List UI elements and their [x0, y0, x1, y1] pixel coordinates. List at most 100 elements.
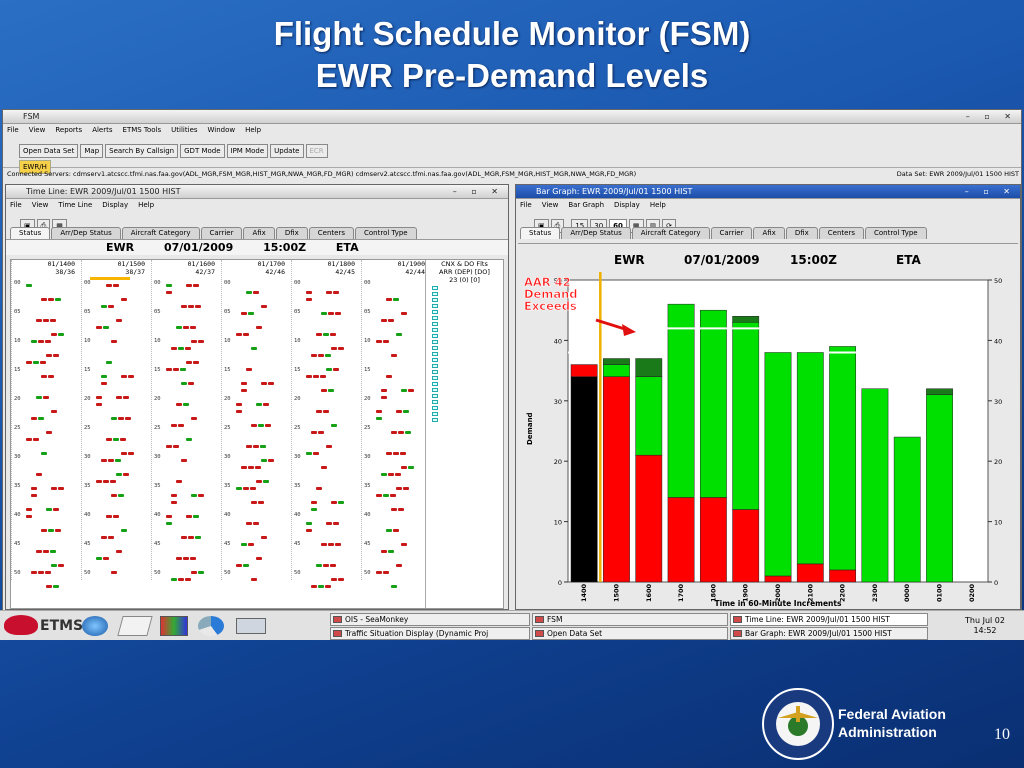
flight-marker[interactable]	[191, 571, 197, 574]
flight-marker[interactable]	[188, 382, 194, 385]
timeline-column[interactable]: 01/1400 38/36 00 05 10 15 20 25 30 35 40 45 50	[11, 260, 79, 588]
flight-marker[interactable]	[53, 354, 59, 357]
flight-marker[interactable]	[335, 312, 341, 315]
cnx-flight-marker[interactable]	[432, 412, 438, 416]
flight-marker[interactable]	[376, 571, 382, 574]
timeline-menu-file[interactable]: File	[10, 201, 22, 209]
flight-marker[interactable]	[236, 410, 242, 413]
bar-chart[interactable]: EWR 07/01/2009 15:00Z ETA 0 0 10 10 20 20 30 30 40 40…	[518, 244, 1018, 608]
flight-marker[interactable]	[101, 305, 107, 308]
flight-marker[interactable]	[108, 459, 114, 462]
flight-marker[interactable]	[31, 487, 37, 490]
flight-marker[interactable]	[118, 417, 124, 420]
flight-marker[interactable]	[120, 438, 126, 441]
flight-marker[interactable]	[323, 564, 329, 567]
flight-marker[interactable]	[388, 550, 394, 553]
flight-marker[interactable]	[111, 340, 117, 343]
flight-marker[interactable]	[256, 480, 262, 483]
flight-marker[interactable]	[123, 473, 129, 476]
flight-marker[interactable]	[46, 508, 52, 511]
flight-marker[interactable]	[121, 529, 127, 532]
timeline-menu-help[interactable]: Help	[138, 201, 155, 209]
flight-marker[interactable]	[260, 445, 266, 448]
taskbar-item[interactable]: OIS - SeaMonkey	[330, 613, 530, 626]
flight-marker[interactable]	[96, 396, 102, 399]
fsm-menu-alerts[interactable]: Alerts	[92, 126, 113, 134]
flight-marker[interactable]	[108, 305, 114, 308]
flight-marker[interactable]	[401, 389, 407, 392]
flight-marker[interactable]	[33, 438, 39, 441]
flight-marker[interactable]	[45, 571, 51, 574]
flight-marker[interactable]	[26, 438, 32, 441]
cnx-flight-marker[interactable]	[432, 316, 438, 320]
chart-app-icon[interactable]	[160, 616, 188, 636]
timeline-column[interactable]: 01/1500 38/37 00 05 10 15 20 25 30 35 40 45 50	[81, 260, 149, 580]
flight-marker[interactable]	[116, 319, 122, 322]
flight-marker[interactable]	[186, 438, 192, 441]
flight-marker[interactable]	[111, 417, 117, 420]
flight-marker[interactable]	[116, 550, 122, 553]
flight-marker[interactable]	[248, 466, 254, 469]
flight-marker[interactable]	[393, 529, 399, 532]
flight-marker[interactable]	[338, 347, 344, 350]
gdt-mode-button[interactable]: GDT Mode	[180, 144, 225, 158]
cnx-flight-marker[interactable]	[432, 376, 438, 380]
flight-marker[interactable]	[323, 410, 329, 413]
flight-marker[interactable]	[38, 571, 44, 574]
flight-marker[interactable]	[253, 445, 259, 448]
flight-marker[interactable]	[173, 445, 179, 448]
flight-marker[interactable]	[166, 522, 172, 525]
fsm-menu-view[interactable]: View	[28, 126, 46, 134]
flight-marker[interactable]	[261, 536, 267, 539]
window-controls[interactable]: – ▫ ✕	[965, 112, 1017, 121]
flight-marker[interactable]	[58, 564, 64, 567]
flight-marker[interactable]	[241, 312, 247, 315]
flight-marker[interactable]	[106, 438, 112, 441]
taskbar-item[interactable]: Traffic Situation Display (Dynamic Proj	[330, 627, 530, 640]
timeline-tab-arr-dep-status[interactable]: Arr/Dep Status	[51, 227, 121, 239]
timeline-tab-afix[interactable]: Afix	[243, 227, 275, 239]
flight-marker[interactable]	[330, 333, 336, 336]
flight-marker[interactable]	[326, 368, 332, 371]
flight-marker[interactable]	[31, 494, 37, 497]
flight-marker[interactable]	[333, 522, 339, 525]
flight-marker[interactable]	[198, 571, 204, 574]
flight-marker[interactable]	[180, 368, 186, 371]
flight-marker[interactable]	[376, 417, 382, 420]
bargraph-menu-file[interactable]: File	[520, 201, 532, 209]
cnx-flight-marker[interactable]	[432, 334, 438, 338]
timeline-column[interactable]: 01/1700 42/46 00 05 10 15 20 25 30 35 40 45 50	[221, 260, 289, 581]
flight-marker[interactable]	[388, 319, 394, 322]
flight-marker[interactable]	[393, 452, 399, 455]
flight-marker[interactable]	[40, 361, 46, 364]
flight-marker[interactable]	[38, 340, 44, 343]
flight-marker[interactable]	[251, 424, 257, 427]
flight-marker[interactable]	[195, 536, 201, 539]
flight-marker[interactable]	[38, 417, 44, 420]
bargraph-menu-help[interactable]: Help	[649, 201, 666, 209]
flight-marker[interactable]	[256, 326, 262, 329]
flight-marker[interactable]	[48, 298, 54, 301]
flight-marker[interactable]	[381, 319, 387, 322]
flight-marker[interactable]	[118, 494, 124, 497]
flight-marker[interactable]	[338, 578, 344, 581]
flight-marker[interactable]	[103, 480, 109, 483]
flight-marker[interactable]	[103, 557, 109, 560]
flight-marker[interactable]	[321, 389, 327, 392]
flight-marker[interactable]	[55, 529, 61, 532]
flight-marker[interactable]	[316, 564, 322, 567]
flight-marker[interactable]	[243, 487, 249, 490]
cnx-flight-marker[interactable]	[432, 328, 438, 332]
flight-marker[interactable]	[265, 424, 271, 427]
flight-marker[interactable]	[116, 473, 122, 476]
flight-marker[interactable]	[36, 396, 42, 399]
flight-marker[interactable]	[55, 298, 61, 301]
timeline-column[interactable]: 01/1600 42/37 00 05 10 15 20 25 30 35 40 45 50	[151, 260, 219, 581]
flight-marker[interactable]	[328, 312, 334, 315]
flight-marker[interactable]	[26, 361, 32, 364]
flight-marker[interactable]	[401, 543, 407, 546]
flight-marker[interactable]	[41, 298, 47, 301]
flight-marker[interactable]	[31, 571, 37, 574]
flight-marker[interactable]	[101, 375, 107, 378]
flight-marker[interactable]	[326, 522, 332, 525]
